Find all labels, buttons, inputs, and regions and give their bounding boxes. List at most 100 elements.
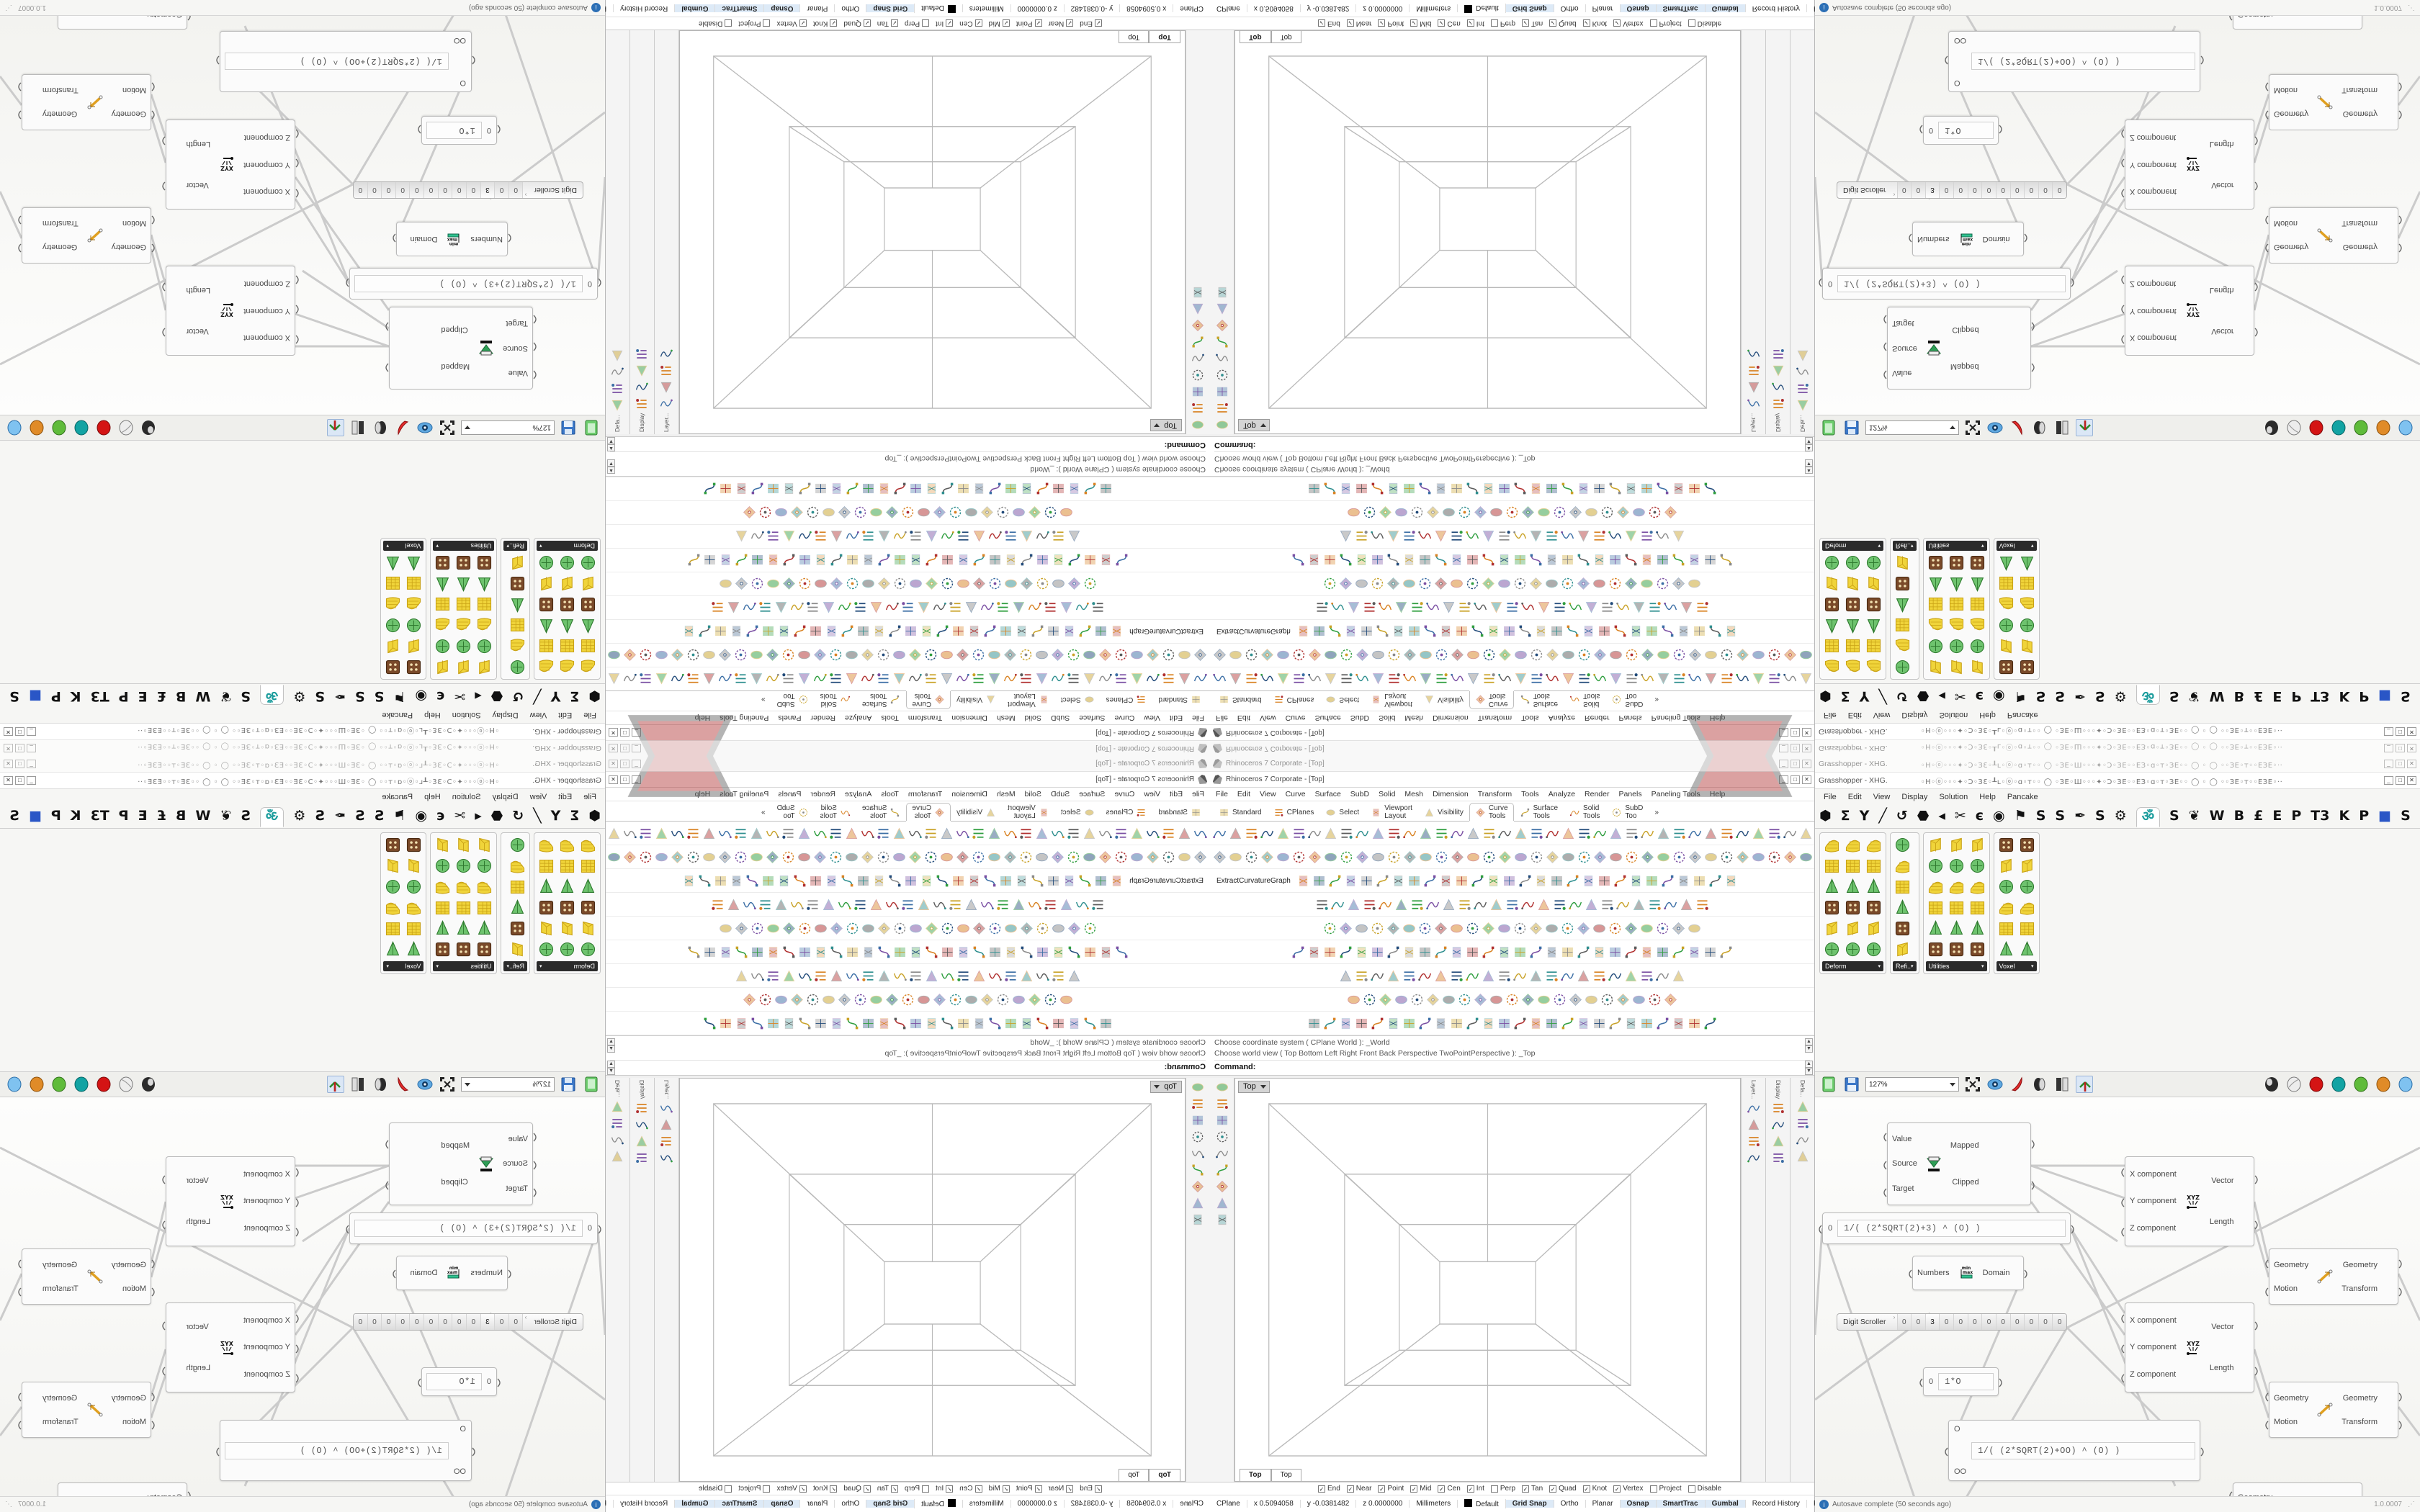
output-port[interactable] xyxy=(2200,1446,2206,1457)
output-param[interactable]: Clipped xyxy=(1952,325,1979,334)
toolbar-tool-icon[interactable] xyxy=(812,648,828,663)
rhino-panel-icon[interactable] xyxy=(1746,380,1762,395)
resize-grip-icon[interactable]: ⋰ xyxy=(2408,4,2416,12)
palette-component-icon[interactable] xyxy=(454,877,473,896)
gh-ribbon-tab-3[interactable]: ╱ xyxy=(1878,808,1887,824)
toolbar-tool-icon[interactable] xyxy=(1608,577,1623,592)
status-layer[interactable]: Default xyxy=(1458,1499,1506,1508)
output-port[interactable] xyxy=(160,136,166,145)
rhino-panel-icon[interactable] xyxy=(635,397,650,411)
toolbar-tool-icon[interactable] xyxy=(1639,968,1654,984)
canvas-zoom-selector[interactable]: 127% xyxy=(461,420,555,435)
toolbar-tool-icon[interactable] xyxy=(765,850,780,865)
rhino-menu-dimension[interactable]: Dimension xyxy=(1433,790,1469,798)
toolbar-tool-icon[interactable] xyxy=(774,897,789,912)
toolbar-tool-icon[interactable] xyxy=(1608,921,1623,936)
toolbar-tool-icon[interactable] xyxy=(1751,672,1766,687)
gh-ribbon-tab-12[interactable]: S xyxy=(354,688,365,704)
palette-component-icon[interactable] xyxy=(475,616,494,635)
rhino-panel-icon[interactable] xyxy=(659,347,675,361)
palette-component-icon[interactable] xyxy=(537,877,556,896)
toolbar-tool-icon[interactable] xyxy=(877,968,892,984)
toolbar-tool-icon[interactable] xyxy=(1312,873,1327,888)
display-mode-orange-icon[interactable] xyxy=(28,1076,45,1093)
rhino-panel-icon[interactable] xyxy=(659,397,675,411)
rhino-menu-edit[interactable]: Edit xyxy=(1169,714,1183,722)
toolbar-tool-icon[interactable] xyxy=(774,992,789,1007)
viewport-tab-1[interactable]: Top xyxy=(1240,1469,1271,1481)
palette-component-icon[interactable] xyxy=(1968,898,1987,917)
toolbar-tool-icon[interactable] xyxy=(892,529,908,544)
gh-component-vecxyz1[interactable]: X component Y component Z component XYZ Vect… xyxy=(2121,1156,2258,1246)
viewport-tab-1[interactable]: Top xyxy=(1149,31,1180,43)
osnap-knot[interactable]: ✓ Knot xyxy=(1582,19,1607,27)
toolbar-tool-icon[interactable] xyxy=(1433,553,1448,568)
palette-component-icon[interactable] xyxy=(508,595,527,614)
toolbar-tool-icon[interactable] xyxy=(1402,553,1417,568)
chevron-down-icon[interactable]: ▾ xyxy=(1878,964,1881,969)
rhino-panel-icon[interactable] xyxy=(610,1116,626,1130)
toolbar-tool-icon[interactable] xyxy=(1663,992,1678,1007)
close-icon[interactable]: ✕ xyxy=(1802,759,1811,768)
toolbar-tool-icon[interactable] xyxy=(972,553,987,568)
checkbox[interactable]: ✓ xyxy=(1582,1485,1590,1493)
toolbar-tool-icon[interactable] xyxy=(900,897,915,912)
palette-component-icon[interactable] xyxy=(2017,574,2037,593)
output-port[interactable] xyxy=(160,1220,166,1230)
toolbar-tool-icon[interactable] xyxy=(1719,672,1734,687)
osnap-knot[interactable]: ✓ Knot xyxy=(813,19,838,27)
toolbar-tool-icon[interactable] xyxy=(1482,672,1497,687)
output-param[interactable]: Geometry xyxy=(42,243,78,252)
display-mode-blue-icon[interactable] xyxy=(2397,1076,2414,1093)
toolbar-tool-icon[interactable] xyxy=(1027,992,1042,1007)
gh-component-move2[interactable]: Geometry Motion Geometry Transform xyxy=(18,74,155,130)
rhino-tab-surface-tools[interactable]: Surface Tools xyxy=(1514,803,1564,821)
palette-component-icon[interactable] xyxy=(475,636,494,656)
toolbar-tool-icon[interactable] xyxy=(1465,968,1480,984)
toolbar-tool-icon[interactable] xyxy=(1513,672,1528,687)
palette-component-icon[interactable] xyxy=(1822,595,1842,614)
toolbar-tool-icon[interactable] xyxy=(733,850,748,865)
toolbar-tool-icon[interactable] xyxy=(1529,648,1544,663)
gh-component-vecxyz2[interactable]: X component Y component Z component XYZ Vect… xyxy=(162,120,299,210)
toolbar-tool-icon[interactable] xyxy=(1346,505,1361,521)
output-port[interactable] xyxy=(2024,233,2030,243)
output-port[interactable] xyxy=(390,233,396,243)
palette-component-icon[interactable] xyxy=(557,940,577,959)
palette-component-icon[interactable] xyxy=(508,553,527,572)
toolbar-tool-icon[interactable] xyxy=(1075,600,1090,616)
toolbar-tool-icon[interactable] xyxy=(1034,672,1049,687)
toolbar-tool-icon[interactable] xyxy=(892,850,907,865)
toolbar-tool-icon[interactable] xyxy=(940,529,955,544)
toolbar-tool-icon[interactable] xyxy=(805,505,820,521)
toolbar-tool-icon[interactable] xyxy=(1386,921,1401,936)
toolbar-tool-icon[interactable] xyxy=(924,968,939,984)
gh-ribbon-tab-19[interactable]: W xyxy=(2209,688,2225,704)
toolbar-tool-icon[interactable] xyxy=(718,553,733,568)
toolbar-tool-icon[interactable] xyxy=(861,577,876,592)
toolbar-tool-icon[interactable] xyxy=(812,850,828,865)
toolbar-tool-icon[interactable] xyxy=(797,826,812,841)
input-param[interactable]: Geometry xyxy=(2274,1260,2309,1269)
toolbar-tool-icon[interactable] xyxy=(1425,992,1440,1007)
rhino-viewport-top[interactable]: Top xyxy=(1234,30,1741,434)
rhino-menu-view[interactable]: View xyxy=(1144,790,1160,798)
toolbar-tool-icon[interactable] xyxy=(1338,577,1353,592)
status-toggle-gumbal[interactable]: Gumbal xyxy=(674,1500,715,1508)
rhino-menu-tools[interactable]: Tools xyxy=(1521,714,1539,722)
toolbar-tool-icon[interactable] xyxy=(1014,873,1029,888)
osnap-cen[interactable]: ✓ Cen xyxy=(1438,1485,1461,1493)
palette-component-icon[interactable] xyxy=(433,856,452,876)
toolbar-tool-icon[interactable] xyxy=(908,672,923,687)
toolbar-tool-icon[interactable] xyxy=(1066,648,1081,663)
toolbar-tool-icon[interactable] xyxy=(1433,529,1448,544)
rhino-menu-edit[interactable]: Edit xyxy=(1169,790,1183,798)
command-scroll-up[interactable]: ▲ ▼ xyxy=(1805,1038,1813,1053)
toolbar-tool-icon[interactable] xyxy=(1767,648,1782,663)
maximize-icon[interactable]: □ xyxy=(2396,760,2405,768)
gh-menu-view[interactable]: View xyxy=(529,711,547,720)
toolbar-tool-icon[interactable] xyxy=(935,873,950,888)
palette-component-icon[interactable] xyxy=(1864,553,1883,572)
toolbar-tool-icon[interactable] xyxy=(729,624,744,639)
gh-ribbon-tab-0[interactable]: ⬢ xyxy=(588,808,601,824)
